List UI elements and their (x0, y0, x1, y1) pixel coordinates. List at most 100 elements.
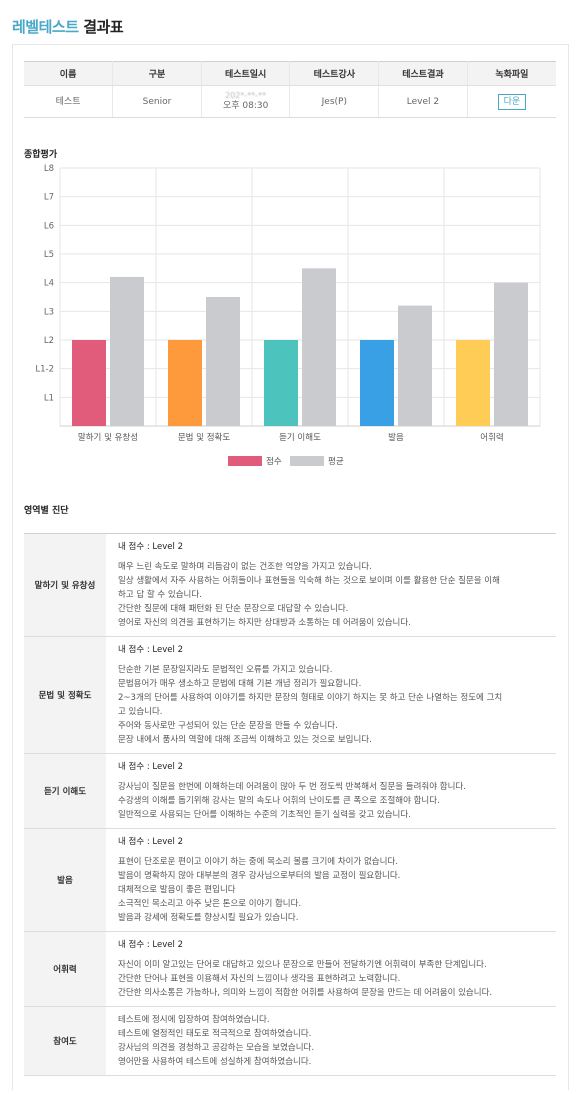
diagnosis-text-line: 테스트에 열정적인 태도로 적극적으로 참여하였습니다. (118, 1029, 312, 1039)
average-bar (494, 282, 528, 426)
diagnosis-area-label: 문법 및 정확도 (24, 636, 106, 754)
diagnosis-text-line: 2~3개의 단어를 사용하여 이야기를 하지만 문장의 형태로 이야기 하지는 … (118, 693, 503, 703)
y-tick-label: L1 (44, 393, 54, 403)
y-tick-label: L2 (44, 336, 54, 346)
x-category-label: 문법 및 정확도 (178, 432, 231, 443)
x-category-label: 듣기 이해도 (279, 432, 321, 443)
legend-label-score: 점수 (266, 456, 282, 467)
diagnosis-section-title: 영역별 진단 (24, 506, 69, 516)
diagnosis-area-label: 발음 (24, 828, 106, 932)
score-bar (264, 340, 298, 426)
info-header-row: 이름 구분 테스트일시 테스트강사 테스트결과 녹화파일 (24, 61, 556, 86)
diagnosis-score: 내 점수 : Level 2 (118, 645, 183, 655)
y-tick-label: L1-2 (35, 365, 54, 375)
overall-bar-chart: L1 L1-2 L2 L3 L4 L5 L6 L7 L8 말하기 및 유창성 문법 및 정확도 듣기 … (35, 164, 541, 467)
y-tick-label: L3 (44, 307, 54, 317)
diagnosis-text-line: 영어로 자신의 의견을 표현하기는 하지만 상대방과 소통하는 데 어려움이 있… (118, 618, 411, 628)
average-bar (206, 297, 240, 426)
info-data-row: 테스트 Senior 202*-**-** 오후 08:30 Jes(P) Le… (24, 85, 556, 118)
page-title: 레벨테스트 결과표 (12, 16, 124, 37)
diagnosis-row: 문법 및 정확도 내 점수 : Level 2 단순한 기본 문장일지라도 문법적인… (24, 636, 556, 754)
diagnosis-text-line: 발음이 명확하지 않아 대부분의 경우 강사님으로부터의 발음 교정이 필요합니… (118, 871, 401, 881)
diagnosis-text-line: 고 있습니다. (118, 707, 163, 717)
page-title-accent: 레벨테스트 (12, 18, 79, 36)
diagnosis-text-line: 주어와 동사로만 구성되어 있는 단순 문장을 만들 수 있습니다. (118, 721, 338, 731)
diagnosis-text-line: 대체적으로 발음이 좋은 편입니다 (118, 885, 236, 895)
average-bar (398, 305, 432, 426)
diagnosis-score: 내 점수 : Level 2 (118, 940, 183, 950)
legend-swatch-score (228, 456, 262, 466)
result-frame (12, 44, 569, 1090)
cell-name: 테스트 (24, 85, 114, 118)
diagnosis-row: 어휘력 내 점수 : Level 2 자신이 이미 알고있는 단어로 대답하고 있으… (24, 931, 556, 1007)
diagnosis-score: 내 점수 : Level 2 (118, 762, 183, 772)
diagnosis-text-line: 하고 답 할 수 있습니다. (118, 590, 202, 600)
diagnosis-text-line: 일반적으로 사용되는 단어를 이해하는 수준의 기초적인 듣기 실력을 갖고 있… (118, 810, 411, 820)
diagnosis-table: 말하기 및 유창성 내 점수 : Level 2 매우 느린 속도로 말하며 리듬감… (24, 533, 556, 1076)
diagnosis-text-line: 테스트에 정시에 입장하여 참여하였습니다. (118, 1015, 270, 1025)
download-button[interactable]: 다운 (497, 93, 527, 110)
diagnosis-content: 내 점수 : Level 2 강사님이 질문을 한번에 이해하는데 어려움이 많아… (106, 753, 556, 829)
overall-section-title: 종합평가 (24, 150, 58, 160)
page-title-rest: 결과표 (83, 18, 124, 36)
score-bar (72, 340, 106, 426)
x-category-label: 어휘력 (480, 432, 503, 443)
diagnosis-content: 테스트에 정시에 입장하여 참여하였습니다. 테스트에 열정적인 태도로 적극적으… (106, 1006, 556, 1076)
diagnosis-text-line: 간단한 질문에 대해 패턴화 된 단순 문장으로 대답할 수 있습니다. (118, 604, 349, 614)
diagnosis-row: 말하기 및 유창성 내 점수 : Level 2 매우 느린 속도로 말하며 리듬감… (24, 533, 556, 637)
diagnosis-text-line: 간단한 단어나 표현을 이용해서 자신의 느낌이나 생각을 표현하려고 노력합니… (118, 974, 401, 984)
score-bar (360, 340, 394, 426)
diagnosis-content: 내 점수 : Level 2 단순한 기본 문장일지라도 문법적인 오류를 가지고… (106, 636, 556, 754)
diagnosis-text-line: 수강생의 이해를 돕기위해 강사는 말의 속도나 어휘의 난이도를 큰 폭으로 … (118, 796, 440, 806)
cell-result: Level 2 (378, 85, 468, 118)
diagnosis-text-line: 단순한 기본 문장일지라도 문법적인 오류를 가지고 있습니다. (118, 665, 333, 675)
diagnosis-text-line: 영어만을 사용하여 테스트에 성실하게 참여하였습니다. (118, 1057, 312, 1067)
score-bar (456, 340, 490, 426)
diagnosis-text-line: 강사님의 의견을 경청하고 공감하는 모습을 보였습니다. (118, 1043, 315, 1053)
diagnosis-text-line: 자신이 이미 알고있는 단어로 대답하고 있으나 문장으로 만들어 전달하기엔 … (118, 960, 487, 970)
average-bar (110, 276, 144, 426)
diagnosis-row: 발음 내 점수 : Level 2 표현이 단조로운 편이고 이야기 하는 중에 목… (24, 828, 556, 932)
header-category: 구분 (112, 61, 202, 86)
cell-category: Senior (112, 85, 202, 118)
y-tick-label: L7 (44, 193, 54, 203)
legend-swatch-average (290, 456, 324, 466)
header-datetime: 테스트일시 (201, 61, 291, 86)
diagnosis-text-line: 매우 느린 속도로 말하며 리듬감이 없는 건조한 억양을 가지고 있습니다. (118, 562, 372, 572)
diagnosis-row: 듣기 이해도 내 점수 : Level 2 강사님이 질문을 한번에 이해하는데 어… (24, 753, 556, 829)
cell-datetime-date: 202*-**-** (225, 91, 267, 100)
y-tick-label: L4 (44, 279, 54, 289)
average-bar (302, 268, 336, 426)
cell-datetime-time: 오후 08:30 (222, 100, 269, 111)
header-teacher: 테스트강사 (289, 61, 380, 86)
diagnosis-text-line: 문장 내에서 품사의 역할에 대해 조금씩 이해하고 있는 것으로 보입니다. (118, 735, 372, 745)
y-tick-label: L5 (44, 250, 54, 260)
header-recording: 녹화파일 (467, 61, 556, 86)
cell-recording: 다운 (467, 85, 556, 118)
diagnosis-content: 내 점수 : Level 2 자신이 이미 알고있는 단어로 대답하고 있으나 문… (106, 931, 556, 1007)
diagnosis-text-line: 표현이 단조로운 편이고 이야기 하는 중에 목소리 볼륨 크기에 차이가 없습… (118, 857, 398, 867)
diagnosis-area-label: 참여도 (24, 1006, 106, 1076)
score-bar (168, 340, 202, 426)
diagnosis-text-line: 강사님이 질문을 한번에 이해하는데 어려움이 많아 두 번 정도씩 반복해서 … (118, 782, 466, 792)
diagnosis-text-line: 간단한 의사소통은 가능하나, 의미와 느낌이 적합한 어휘를 사용하여 문장을… (118, 988, 493, 998)
diagnosis-content: 내 점수 : Level 2 매우 느린 속도로 말하며 리듬감이 없는 건조한 … (106, 533, 556, 637)
legend-label-average: 평균 (328, 456, 344, 467)
diagnosis-text-line: 소극적인 목소리고 아주 낮은 톤으로 이야기 합니다. (118, 899, 302, 909)
y-tick-label: L6 (44, 221, 54, 231)
diagnosis-content: 내 점수 : Level 2 표현이 단조로운 편이고 이야기 하는 중에 목소리… (106, 828, 556, 932)
diagnosis-text-line: 일상 생활에서 자주 사용하는 어휘들이나 표현들을 익숙해 하는 것으로 보이… (118, 576, 500, 586)
diagnosis-area-label: 말하기 및 유창성 (24, 533, 106, 637)
x-category-label: 발음 (388, 432, 404, 443)
diagnosis-text-line: 문법용어가 매우 생소하고 문법에 대해 기본 개념 정리가 필요합니다. (118, 679, 362, 689)
y-tick-label: L8 (44, 164, 54, 174)
diagnosis-score: 내 점수 : Level 2 (118, 542, 183, 552)
info-table: 이름 구분 테스트일시 테스트강사 테스트결과 녹화파일 테스트 Senior … (24, 61, 556, 118)
cell-teacher: Jes(P) (289, 85, 380, 118)
header-name: 이름 (24, 61, 114, 86)
diagnosis-area-label: 듣기 이해도 (24, 753, 106, 829)
diagnosis-area-label: 어휘력 (24, 931, 106, 1007)
x-category-label: 말하기 및 유창성 (78, 432, 138, 443)
diagnosis-score: 내 점수 : Level 2 (118, 837, 183, 847)
diagnosis-text-line: 발음과 강세에 정확도를 향상시킬 필요가 있습니다. (118, 913, 299, 923)
